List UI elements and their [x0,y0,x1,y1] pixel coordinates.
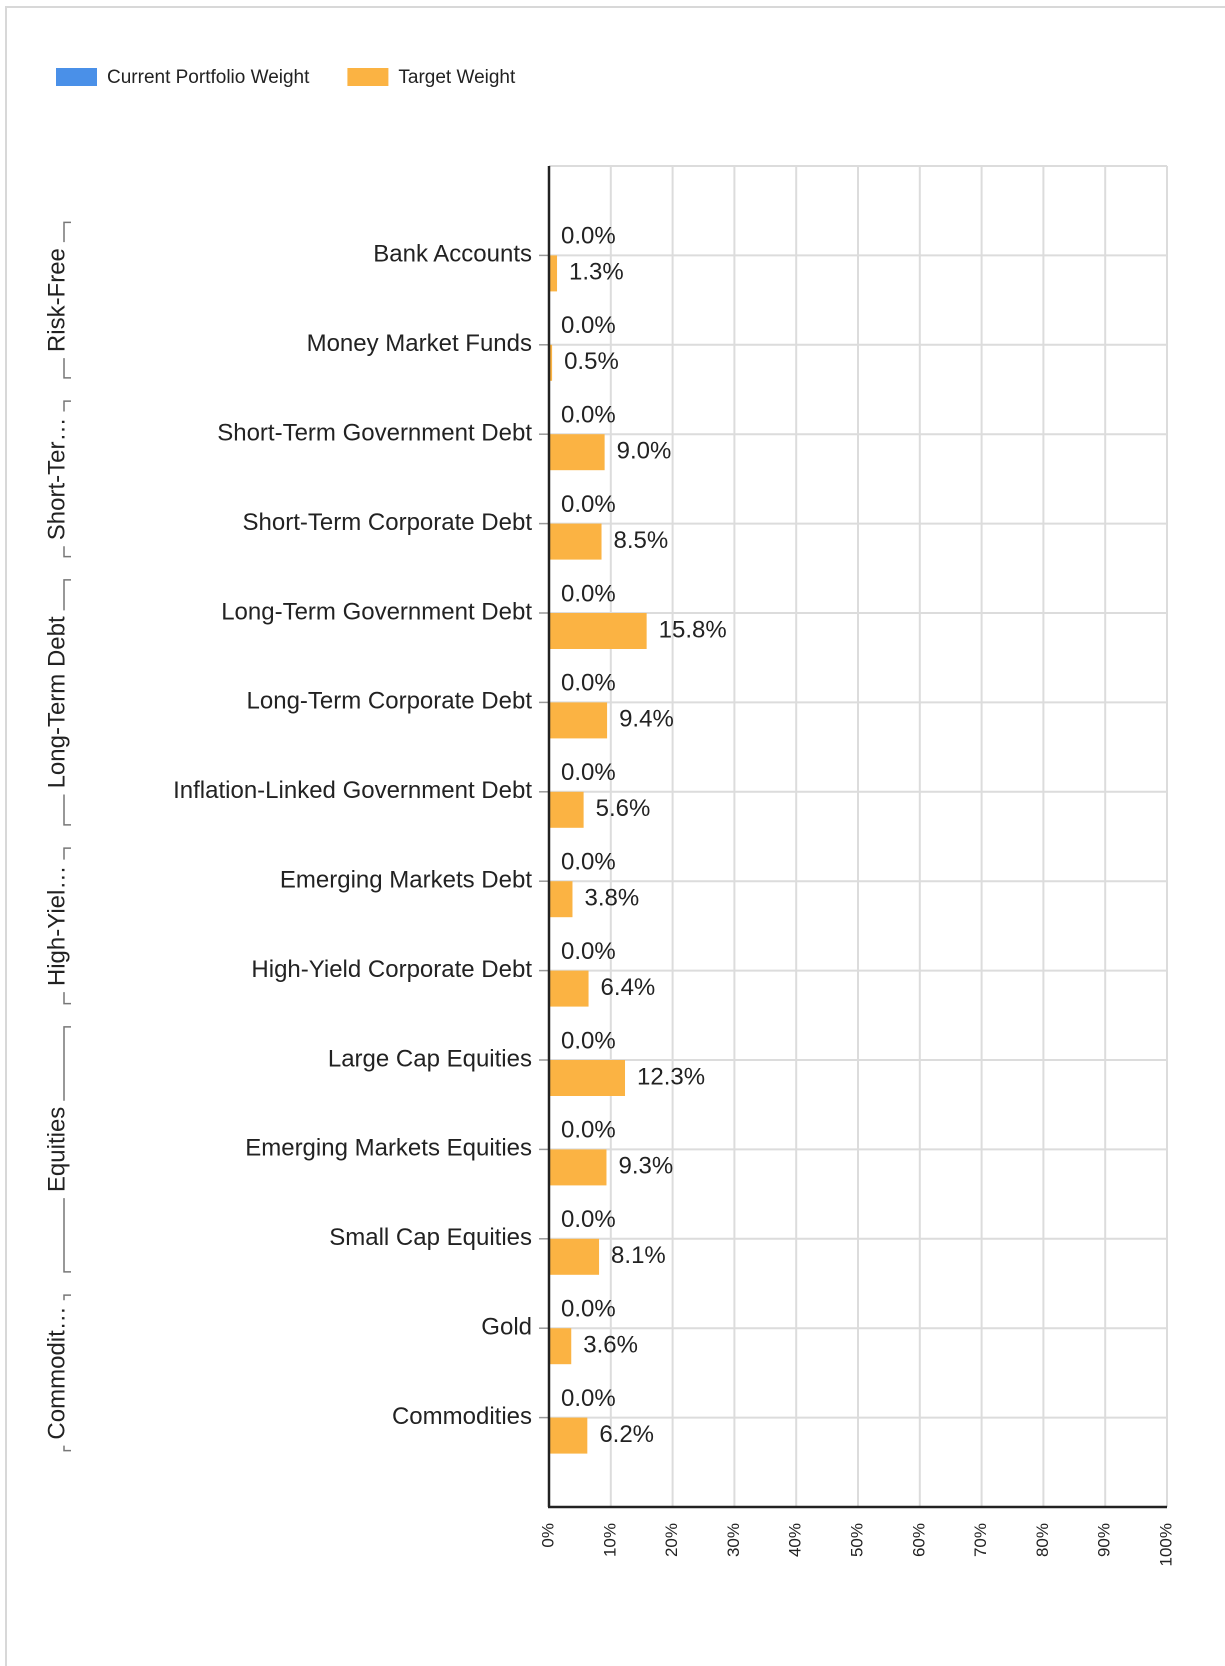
bar [549,881,573,918]
group-bracket [63,992,71,1005]
group-label: Short-Ter… [43,418,70,541]
value-label: 0.0% [561,759,616,786]
x-tick-label: 100% [1156,1523,1175,1566]
x-tick-label: 40% [786,1523,805,1557]
bar [549,1238,600,1275]
value-label: 1.3% [569,259,624,286]
group-label: Risk-Free [43,248,70,352]
group-label: Equities [43,1107,70,1192]
value-label: 9.4% [619,706,674,733]
x-tick-label: 70% [971,1523,990,1557]
bar [549,1328,572,1365]
value-label: 8.1% [611,1242,666,1269]
y-tick-label: Long-Term Corporate Debt [247,688,533,715]
legend-swatch [347,68,389,86]
group-label: Commodit… [43,1306,70,1439]
y-tick-label: Short-Term Corporate Debt [243,509,533,536]
y-tick-label: Commodities [392,1403,532,1430]
y-tick-label: Gold [481,1314,532,1341]
bar [549,523,602,560]
value-label: 0.0% [561,223,616,250]
value-label: 0.0% [561,402,616,429]
y-tick-label: Long-Term Government Debt [221,598,532,625]
group-bracket [63,579,71,611]
x-tick-label: 20% [662,1523,681,1557]
bar [549,344,553,381]
value-label: 0.0% [561,1296,616,1323]
y-tick-label: Emerging Markets Equities [245,1135,532,1162]
group-bracket [63,794,71,826]
value-label: 0.0% [561,312,616,339]
value-label: 6.2% [599,1421,654,1448]
y-tick-label: High-Yield Corporate Debt [251,956,532,983]
x-tick-label: 10% [600,1523,619,1557]
value-label: 0.5% [564,348,619,375]
value-label: 3.6% [583,1332,638,1359]
y-tick-label: Small Cap Equities [329,1224,532,1251]
value-label: 5.6% [596,795,651,822]
value-label: 0.0% [561,938,616,965]
legend-swatch [56,68,97,86]
group-bracket [63,546,71,558]
y-tick-label: Inflation-Linked Government Debt [173,777,532,804]
value-label: 0.0% [561,1206,616,1233]
legend-label: Target Weight [398,67,516,88]
y-tick-label: Emerging Markets Debt [280,867,532,894]
group-bracket [63,1026,71,1101]
group-bracket [63,1198,71,1273]
group-bracket [63,1294,71,1301]
legend-label: Current Portfolio Weight [107,67,310,88]
value-label: 0.0% [561,849,616,876]
y-tick-label: Short-Term Government Debt [217,420,532,447]
value-label: 0.0% [561,670,616,697]
y-tick-label: Money Market Funds [307,330,532,357]
value-label: 6.4% [601,974,656,1001]
value-label: 3.8% [584,885,639,912]
group-bracket [63,400,71,412]
value-label: 12.3% [637,1063,705,1090]
bar [549,613,647,649]
bar [549,1149,607,1186]
group-label: High-Yiel… [43,866,70,986]
frame [5,6,1225,1666]
x-tick-label: 80% [1033,1523,1052,1557]
x-tick-label: 50% [847,1523,866,1557]
x-tick-label: 60% [909,1523,928,1557]
value-label: 0.0% [561,1027,616,1054]
group-bracket [63,221,71,243]
x-tick-label: 90% [1095,1523,1114,1557]
x-tick-label: 0% [538,1523,557,1548]
value-label: 0.0% [561,491,616,518]
value-label: 15.8% [659,616,727,643]
bar [549,1060,626,1096]
x-tick-label: 30% [724,1523,743,1557]
y-tick-label: Bank Accounts [373,241,532,268]
bar [549,970,589,1007]
bar [549,1417,588,1454]
value-label: 0.0% [561,1117,616,1144]
value-label: 9.3% [618,1153,673,1180]
value-label: 0.0% [561,1385,616,1412]
bar [549,434,605,471]
value-label: 0.0% [561,580,616,607]
bar [549,702,608,739]
value-label: 9.0% [617,438,672,465]
bar [549,255,558,292]
bar [549,791,584,828]
group-bracket [63,358,71,379]
y-tick-label: Large Cap Equities [328,1045,532,1072]
group-label: Long-Term Debt [43,616,70,788]
value-label: 8.5% [614,527,669,554]
group-bracket [63,847,71,860]
group-bracket [63,1445,71,1452]
